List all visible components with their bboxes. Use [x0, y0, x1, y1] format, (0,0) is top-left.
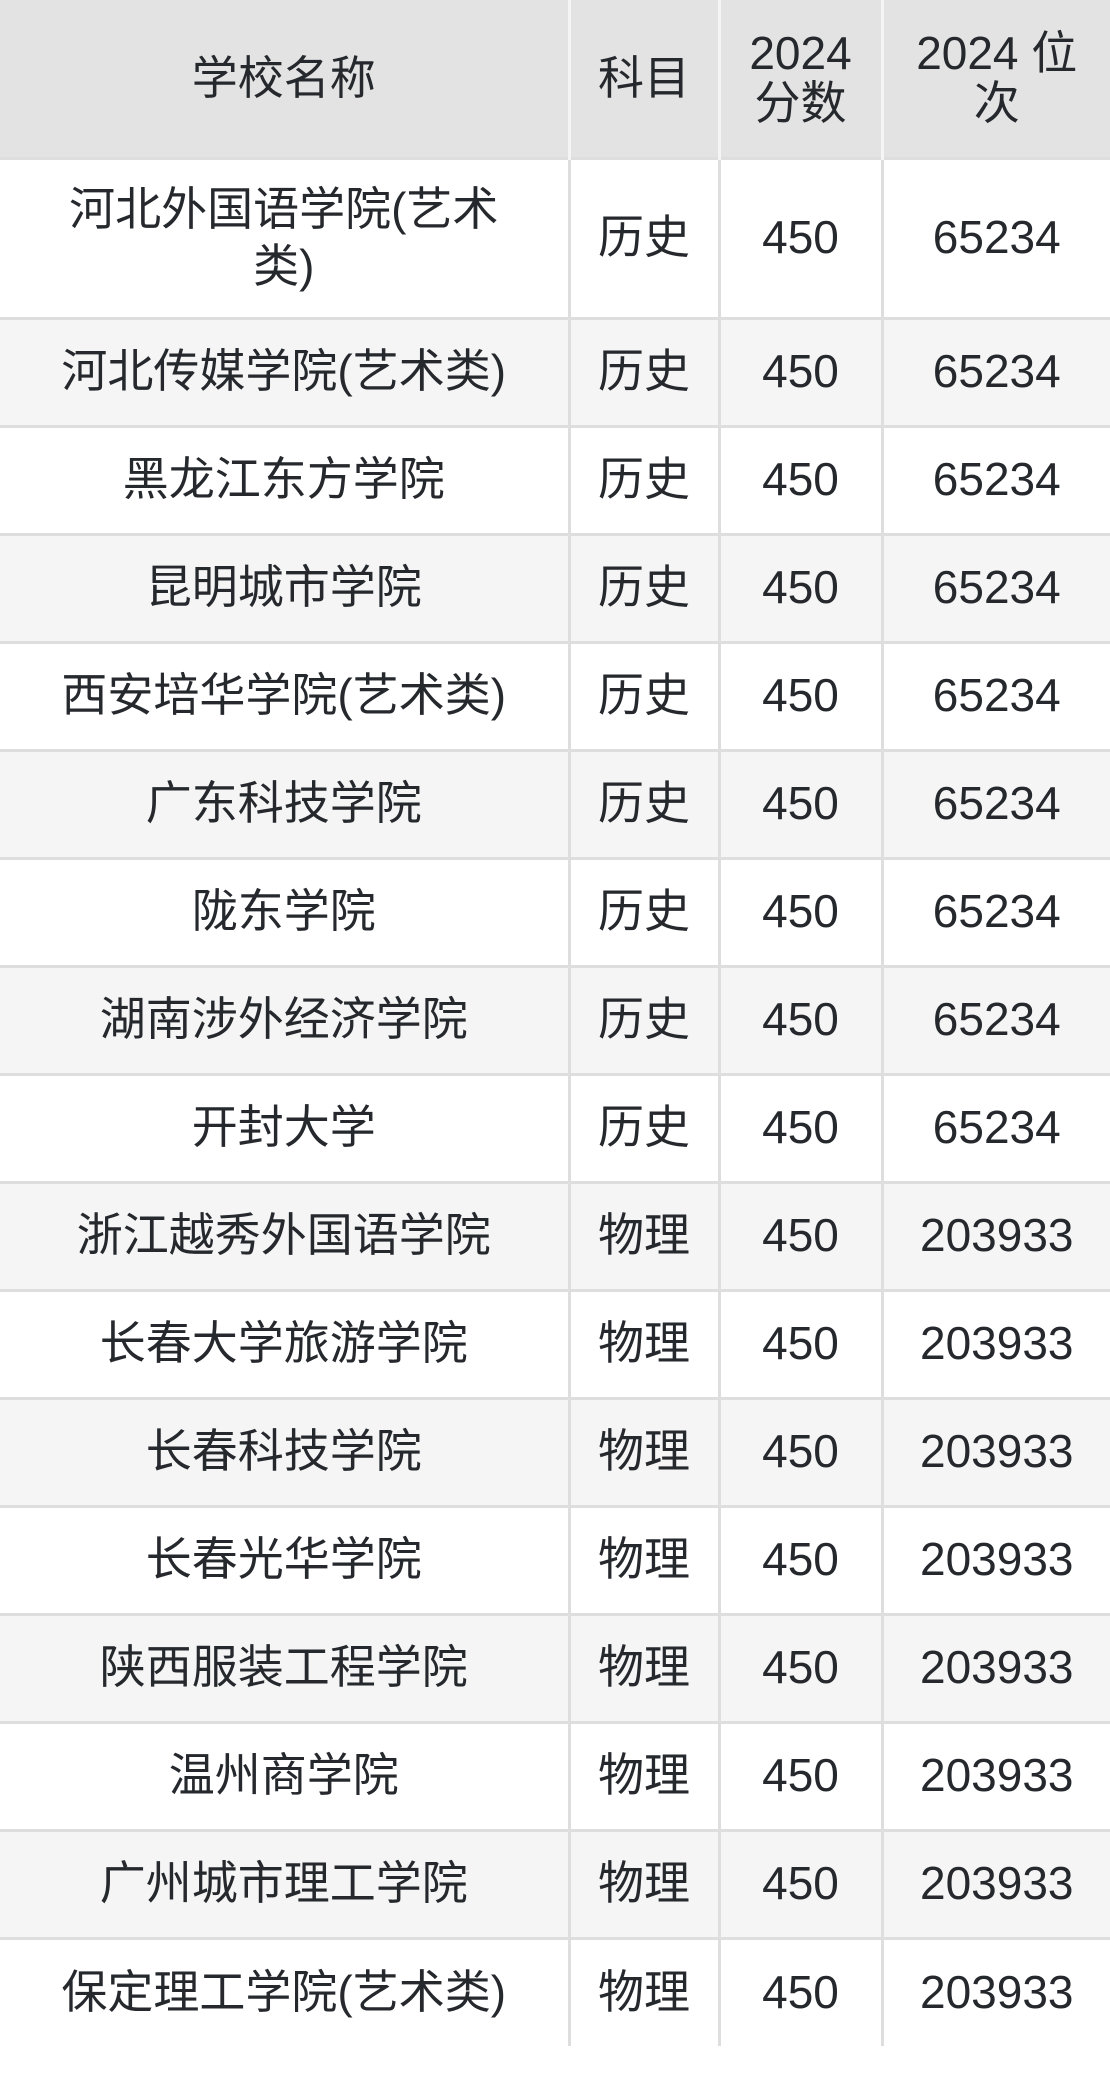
table-row: 湖南涉外经济学院 历史 450 65234: [0, 964, 1110, 1074]
school-cell: 广东科技学院: [0, 748, 569, 858]
school-cell: 河北传媒学院(艺术类): [0, 316, 569, 426]
table-row: 陕西服装工程学院 物理 450 203933: [0, 1612, 1110, 1722]
subject-cell: 物理: [567, 1396, 719, 1506]
school-cell: 长春科技学院: [0, 1396, 569, 1506]
rank-cell: 65234: [880, 424, 1110, 534]
subject-cell: 历史: [567, 856, 719, 966]
school-cell: 湖南涉外经济学院: [0, 964, 569, 1074]
school-cell: 黑龙江东方学院: [0, 424, 569, 534]
score-cell: 450: [717, 1504, 882, 1614]
score-cell: 450: [717, 964, 882, 1074]
school-cell: 长春光华学院: [0, 1504, 569, 1614]
table-row: 昆明城市学院 历史 450 65234: [0, 532, 1110, 642]
score-cell: 450: [717, 1396, 882, 1506]
subject-cell: 历史: [567, 964, 719, 1074]
subject-cell: 物理: [567, 1504, 719, 1614]
rank-cell: 65234: [880, 156, 1110, 318]
score-cell: 450: [717, 1936, 882, 2046]
score-cell: 450: [717, 1612, 882, 1722]
table-body: 河北外国语学院(艺术类) 历史 450 65234 河北传媒学院(艺术类) 历史 450 65…: [0, 156, 1110, 2046]
school-cell: 保定理工学院(艺术类): [0, 1936, 569, 2046]
table-row: 长春大学旅游学院 物理 450 203933: [0, 1288, 1110, 1398]
school-cell: 昆明城市学院: [0, 532, 569, 642]
rank-cell: 203933: [880, 1180, 1110, 1290]
rank-cell: 65234: [880, 964, 1110, 1074]
school-cell: 长春大学旅游学院: [0, 1288, 569, 1398]
table-row: 保定理工学院(艺术类) 物理 450 203933: [0, 1936, 1110, 2046]
column-header-school: 学校名称: [0, 0, 569, 158]
score-cell: 450: [717, 316, 882, 426]
rank-cell: 65234: [880, 748, 1110, 858]
table-row: 陇东学院 历史 450 65234: [0, 856, 1110, 966]
table-header: 学校名称 科目 2024 分数 2024 位次: [0, 0, 1110, 158]
score-cell: 450: [717, 1720, 882, 1830]
table-row: 广州城市理工学院 物理 450 203933: [0, 1828, 1110, 1938]
school-cell: 河北外国语学院(艺术类): [0, 156, 569, 318]
score-cell: 450: [717, 856, 882, 966]
subject-cell: 历史: [567, 156, 719, 318]
column-header-score: 2024 分数: [717, 0, 882, 158]
rank-cell: 203933: [880, 1720, 1110, 1830]
header-row: 学校名称 科目 2024 分数 2024 位次: [0, 0, 1110, 158]
rank-cell: 65234: [880, 640, 1110, 750]
score-cell: 450: [717, 640, 882, 750]
table-row: 河北外国语学院(艺术类) 历史 450 65234: [0, 156, 1110, 318]
subject-cell: 物理: [567, 1612, 719, 1722]
score-cell: 450: [717, 748, 882, 858]
rank-cell: 65234: [880, 316, 1110, 426]
rank-cell: 65234: [880, 532, 1110, 642]
school-cell: 浙江越秀外国语学院: [0, 1180, 569, 1290]
school-cell: 陇东学院: [0, 856, 569, 966]
subject-cell: 物理: [567, 1720, 719, 1830]
score-cell: 450: [717, 156, 882, 318]
table-row: 长春科技学院 物理 450 203933: [0, 1396, 1110, 1506]
score-cell: 450: [717, 1072, 882, 1182]
subject-cell: 历史: [567, 1072, 719, 1182]
table-row: 西安培华学院(艺术类) 历史 450 65234: [0, 640, 1110, 750]
rank-cell: 203933: [880, 1288, 1110, 1398]
score-cell: 450: [717, 1288, 882, 1398]
school-cell: 西安培华学院(艺术类): [0, 640, 569, 750]
subject-cell: 物理: [567, 1288, 719, 1398]
school-cell: 温州商学院: [0, 1720, 569, 1830]
rank-cell: 203933: [880, 1828, 1110, 1938]
table-row: 长春光华学院 物理 450 203933: [0, 1504, 1110, 1614]
score-cell: 450: [717, 1180, 882, 1290]
score-cell: 450: [717, 424, 882, 534]
table-row: 广东科技学院 历史 450 65234: [0, 748, 1110, 858]
subject-cell: 物理: [567, 1180, 719, 1290]
table-row: 温州商学院 物理 450 203933: [0, 1720, 1110, 1830]
table-row: 浙江越秀外国语学院 物理 450 203933: [0, 1180, 1110, 1290]
rank-cell: 203933: [880, 1504, 1110, 1614]
rank-cell: 65234: [880, 1072, 1110, 1182]
school-cell: 开封大学: [0, 1072, 569, 1182]
rank-cell: 203933: [880, 1936, 1110, 2046]
rank-cell: 203933: [880, 1396, 1110, 1506]
subject-cell: 历史: [567, 532, 719, 642]
score-cell: 450: [717, 532, 882, 642]
rank-cell: 65234: [880, 856, 1110, 966]
school-cell: 陕西服装工程学院: [0, 1612, 569, 1722]
subject-cell: 历史: [567, 640, 719, 750]
score-cell: 450: [717, 1828, 882, 1938]
subject-cell: 物理: [567, 1936, 719, 2046]
table-row: 黑龙江东方学院 历史 450 65234: [0, 424, 1110, 534]
table-row: 开封大学 历史 450 65234: [0, 1072, 1110, 1182]
subject-cell: 历史: [567, 424, 719, 534]
rank-cell: 203933: [880, 1612, 1110, 1722]
subject-cell: 历史: [567, 316, 719, 426]
school-cell: 广州城市理工学院: [0, 1828, 569, 1938]
table-row: 河北传媒学院(艺术类) 历史 450 65234: [0, 316, 1110, 426]
column-header-rank: 2024 位次: [880, 0, 1110, 158]
subject-cell: 历史: [567, 748, 719, 858]
admission-score-table: 学校名称 科目 2024 分数 2024 位次 河北外国语学院(艺术类) 历史 45…: [0, 0, 1110, 2046]
subject-cell: 物理: [567, 1828, 719, 1938]
column-header-subject: 科目: [567, 0, 719, 158]
